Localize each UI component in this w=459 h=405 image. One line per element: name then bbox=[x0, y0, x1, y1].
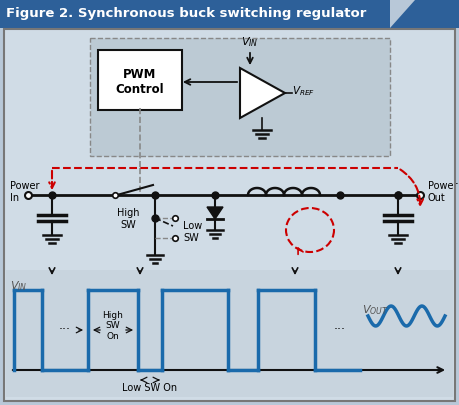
Text: High
SW: High SW bbox=[117, 208, 139, 230]
Polygon shape bbox=[240, 68, 285, 118]
Text: $V_{REF}$: $V_{REF}$ bbox=[292, 84, 315, 98]
Bar bbox=[6, 270, 453, 397]
Text: Figure 2. Synchronous buck switching regulator: Figure 2. Synchronous buck switching reg… bbox=[6, 8, 366, 21]
Text: $V_{OUT}$: $V_{OUT}$ bbox=[362, 303, 389, 317]
Text: Power
Out: Power Out bbox=[428, 181, 458, 203]
Polygon shape bbox=[390, 0, 459, 28]
Polygon shape bbox=[207, 207, 223, 219]
Text: $V_{IN}$: $V_{IN}$ bbox=[241, 35, 259, 49]
FancyBboxPatch shape bbox=[98, 50, 182, 110]
Text: ···: ··· bbox=[334, 324, 346, 337]
Text: ···: ··· bbox=[59, 324, 71, 337]
Text: Low
SW: Low SW bbox=[183, 221, 202, 243]
Text: $V_{IN}$: $V_{IN}$ bbox=[10, 279, 28, 293]
Polygon shape bbox=[390, 0, 415, 28]
Text: PWM
Control: PWM Control bbox=[116, 68, 164, 96]
FancyBboxPatch shape bbox=[90, 38, 390, 156]
Text: Power
In: Power In bbox=[10, 181, 39, 203]
Text: High
SW
On: High SW On bbox=[102, 311, 123, 341]
Bar bbox=[0, 0, 459, 28]
Text: Low SW On: Low SW On bbox=[123, 383, 178, 393]
